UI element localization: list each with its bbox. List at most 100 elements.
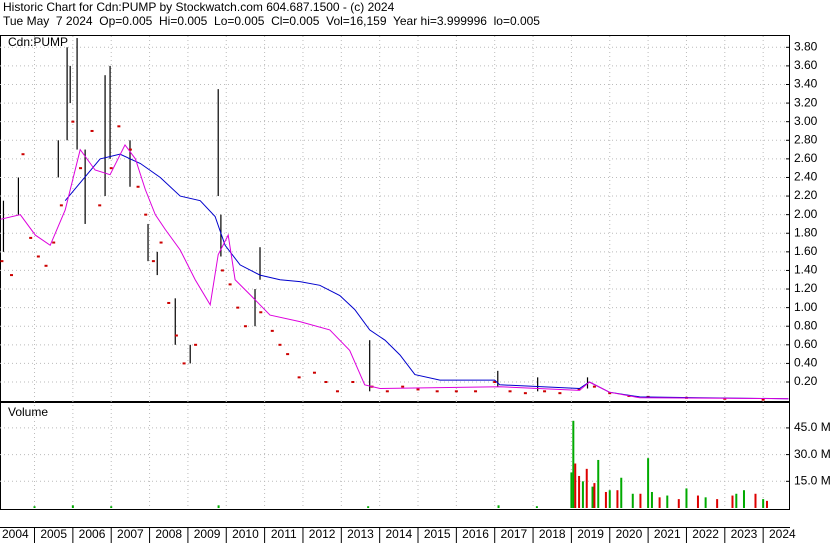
x-tick-label: 2021 — [654, 527, 681, 541]
close-dot — [278, 343, 282, 346]
y-tick-label: 0.40 — [794, 356, 818, 370]
y-tick-label: 1.60 — [794, 244, 818, 258]
y-tick-label: 0.20 — [794, 374, 818, 388]
x-tick-label: 2015 — [424, 527, 451, 541]
close-dot — [44, 264, 48, 267]
close-dot — [0, 260, 4, 263]
x-tick-label: 2019 — [577, 527, 604, 541]
volume-bar — [696, 495, 699, 508]
close-dot — [401, 385, 405, 388]
volume-bar — [677, 499, 680, 508]
close-dot — [312, 371, 316, 374]
close-dot — [159, 241, 163, 244]
y-tick-label: 1.40 — [794, 263, 818, 277]
close-dot — [10, 274, 14, 277]
close-dot — [435, 390, 439, 393]
close-dot — [174, 334, 178, 337]
volume-bar — [570, 472, 573, 508]
x-tick-label: 2020 — [616, 527, 643, 541]
price-panel — [0, 35, 790, 402]
y-tick-label: 0.60 — [794, 337, 818, 351]
close-dot — [36, 255, 40, 258]
volume-bar — [631, 493, 634, 508]
volume-bar — [581, 481, 584, 508]
volume-bar — [110, 506, 113, 508]
volume-bar — [217, 505, 220, 508]
y-tick-label: 2.80 — [794, 132, 818, 146]
x-tick-label: 2006 — [79, 527, 106, 541]
close-dot — [167, 301, 171, 304]
y-tick-label: 45.0 M — [794, 420, 830, 434]
x-tick-label: 2024 — [769, 527, 796, 541]
volume-bar — [574, 463, 577, 508]
close-dot — [79, 167, 83, 170]
close-dot — [117, 125, 121, 128]
volume-bar — [731, 495, 734, 508]
volume-bar — [578, 475, 581, 508]
y-tick-label: 0.80 — [794, 318, 818, 332]
volume-bar — [666, 495, 669, 508]
close-dot — [416, 388, 420, 391]
close-dot — [523, 392, 527, 395]
y-tick-label: 30.0 M — [794, 447, 830, 461]
close-dot — [493, 381, 497, 384]
close-dot — [324, 381, 328, 384]
volume-bar — [650, 491, 653, 508]
close-dot — [144, 213, 148, 216]
volume-bar — [735, 493, 738, 508]
y-tick-label: 1.00 — [794, 300, 818, 314]
x-tick-label: 2009 — [194, 527, 221, 541]
volume-bar — [71, 505, 74, 508]
volume-bar — [762, 499, 765, 508]
close-dot — [98, 204, 102, 207]
close-dot — [109, 167, 113, 170]
close-dot — [454, 390, 458, 393]
close-dot — [136, 185, 140, 188]
volume-bar — [591, 486, 594, 508]
close-dot — [508, 390, 512, 393]
volume-bar — [716, 499, 719, 508]
close-dot — [474, 390, 478, 393]
x-tick-label: 2014 — [385, 527, 412, 541]
volume-bar — [593, 483, 596, 508]
close-dot — [270, 329, 274, 332]
x-tick-label: 2010 — [232, 527, 259, 541]
x-tick-label: 2013 — [347, 527, 374, 541]
moving-average — [64, 153, 789, 400]
close-dot — [351, 381, 355, 384]
y-tick-label: 3.80 — [794, 39, 818, 53]
volume-bar — [608, 490, 611, 508]
y-tick-label: 1.80 — [794, 225, 818, 239]
moving-average — [0, 143, 789, 400]
volume-bar — [765, 500, 768, 508]
close-dot — [335, 390, 339, 393]
close-dot — [761, 398, 765, 401]
x-tick-label: 2017 — [501, 527, 528, 541]
x-tick-label: 2007 — [117, 527, 144, 541]
close-dot — [90, 129, 94, 132]
close-dot — [220, 269, 224, 272]
volume-bar — [620, 477, 623, 508]
x-tick-label: 2008 — [155, 527, 182, 541]
close-dot — [286, 353, 290, 356]
x-tick-label: 2004 — [2, 527, 29, 541]
close-dot — [259, 311, 263, 314]
x-tick-label: 2023 — [731, 527, 758, 541]
y-tick-label: 2.60 — [794, 151, 818, 165]
close-dot — [52, 241, 56, 244]
header-line: Tue May 7 2024 Op=0.005 Hi=0.005 Lo=0.00… — [3, 14, 540, 28]
y-tick-label: 2.00 — [794, 207, 818, 221]
y-tick-label: 3.60 — [794, 58, 818, 72]
volume-bar — [704, 497, 707, 508]
x-tick-label: 2022 — [692, 527, 719, 541]
close-dot — [608, 392, 612, 395]
volume-bar — [367, 506, 370, 508]
y-tick-label: 15.0 M — [794, 473, 830, 487]
y-tick-label: 3.00 — [794, 114, 818, 128]
close-dot — [151, 260, 155, 263]
close-dot — [385, 390, 389, 393]
y-tick-label: 3.20 — [794, 95, 818, 109]
